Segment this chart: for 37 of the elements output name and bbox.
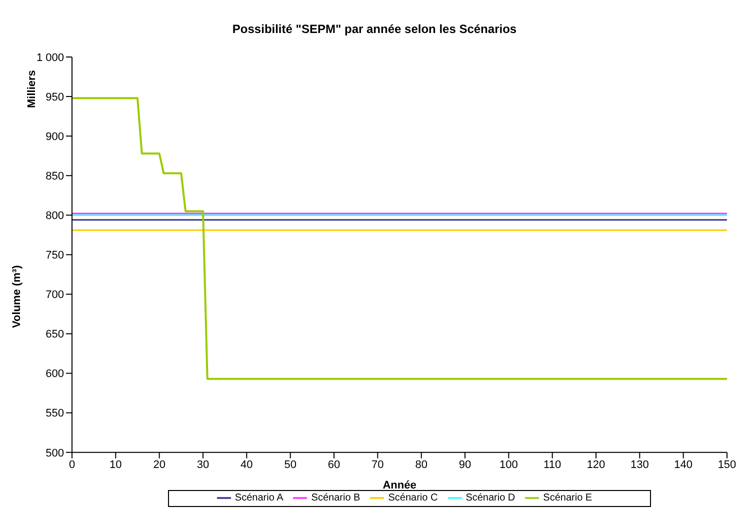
line-series [72, 97, 727, 380]
legend-label: Scénario D [466, 493, 516, 504]
legend-label: Scénario C [388, 493, 438, 504]
legend-label: Scénario E [543, 493, 592, 504]
x-tick-label: 90 [458, 459, 472, 472]
y-tick-label: 900 [46, 130, 64, 143]
x-tick-label: 20 [153, 459, 166, 472]
y-tick-label: 700 [46, 289, 64, 302]
legend-label: Scénario B [311, 493, 360, 504]
x-tick-label: 10 [110, 459, 122, 472]
y-tick-label: 650 [46, 328, 64, 341]
x-tick-label: 140 [674, 459, 693, 472]
y-tick-label: 750 [46, 250, 64, 262]
y-tick-label: 800 [46, 210, 64, 222]
x-tick-label: 70 [372, 459, 384, 472]
y-tick-label: 500 [46, 447, 64, 460]
y-axis-title: Volume (m³) [11, 265, 23, 328]
y-tick-label: 550 [46, 408, 64, 420]
y-tick-label: 850 [46, 170, 64, 183]
y-tick-label: 1 000 [36, 52, 64, 64]
x-tick-label: 0 [68, 459, 76, 472]
text: Milliers [26, 70, 38, 108]
y-tick-label: 950 [46, 91, 64, 104]
x-tick-label: 40 [240, 459, 253, 472]
x-tick-label: 60 [328, 459, 340, 472]
x-tick-label: 150 [718, 459, 736, 472]
legend-label: Scénario A [234, 493, 284, 504]
chart-title: Possibilité "SEPM" par année selon les Scénarios [231, 22, 518, 36]
x-tick-label: 100 [499, 459, 518, 472]
x-axis-title: Année [382, 479, 416, 492]
x-tick-label: 120 [586, 459, 606, 472]
x-tick-label: 50 [284, 459, 296, 472]
y-tick-label: 600 [46, 368, 64, 380]
x-tick-label: 110 [544, 459, 562, 472]
x-tick-label: 30 [196, 459, 210, 472]
x-tick-label: 130 [630, 459, 649, 472]
x-tick-label: 80 [415, 459, 428, 472]
